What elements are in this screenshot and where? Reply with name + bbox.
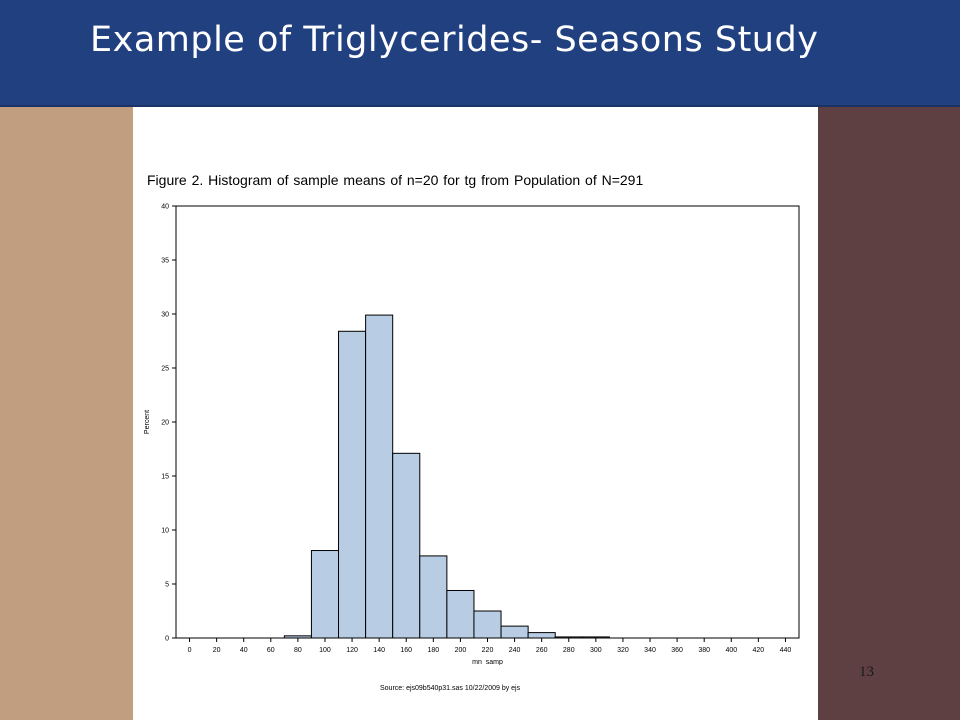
slide-title: Example of Triglycerides- Seasons Study: [90, 20, 819, 60]
plot-frame: [175, 205, 800, 639]
histogram-bar-140: [365, 314, 394, 639]
chart-title: Figure 2. Histogram of sample means of n…: [147, 172, 644, 188]
source-note: Source: ejs09b540p31.sas 10/22/2009 by e…: [380, 685, 521, 692]
histogram-bar-200: [446, 589, 475, 639]
histogram-bar-120: [338, 330, 367, 639]
x-tick-label-440: 440: [780, 647, 792, 654]
x-tick-label-160: 160: [400, 647, 412, 654]
x-tick-label-380: 380: [698, 647, 710, 654]
x-tick-label-20: 20: [213, 647, 221, 654]
histogram-bar-260: [527, 632, 556, 639]
x-tick-label-300: 300: [590, 647, 602, 654]
y-tick-label-35: 35: [161, 258, 169, 265]
x-tick-label-260: 260: [536, 647, 548, 654]
y-tick-label-10: 10: [161, 528, 169, 535]
y-axis-label: Percent: [144, 410, 151, 434]
x-tick-label-80: 80: [294, 647, 302, 654]
y-tick-label-20: 20: [161, 420, 169, 427]
y-axis: 0 5 10 15 20 25 30 35 40: [161, 204, 176, 643]
histogram-bar-160: [392, 452, 421, 639]
x-tick-label-200: 200: [455, 647, 467, 654]
x-tick-label-60: 60: [267, 647, 275, 654]
x-tick-label-180: 180: [427, 647, 439, 654]
y-tick-label-5: 5: [165, 582, 169, 589]
x-tick-label-140: 140: [373, 647, 385, 654]
x-tick-label-220: 220: [482, 647, 494, 654]
y-tick-label-40: 40: [161, 204, 169, 211]
x-tick-label-240: 240: [509, 647, 521, 654]
x-tick-label-400: 400: [725, 647, 737, 654]
x-tick-label-420: 420: [753, 647, 765, 654]
x-tick-label-120: 120: [346, 647, 358, 654]
x-tick-label-320: 320: [617, 647, 629, 654]
page-number: 13: [859, 664, 874, 680]
y-tick-label-30: 30: [161, 312, 169, 319]
x-tick-label-360: 360: [671, 647, 683, 654]
slide-header: Example of Triglycerides- Seasons Study: [0, 0, 960, 107]
x-tick-label-40: 40: [240, 647, 248, 654]
x-axis: 0 20 40 60 80 100 120 140 160 180 200 220 240 260 280 3…: [188, 638, 792, 654]
histogram-bar-180: [419, 555, 448, 639]
x-tick-label-0: 0: [188, 647, 192, 654]
x-tick-label-280: 280: [563, 647, 575, 654]
x-tick-label-100: 100: [319, 647, 331, 654]
right-decor-band: [818, 0, 960, 720]
y-tick-label-0: 0: [165, 636, 169, 643]
x-axis-label: mn_samp: [472, 659, 503, 665]
histogram-bars: [283, 314, 610, 639]
histogram-bar-100: [310, 550, 340, 639]
slide-content-panel: [133, 0, 818, 720]
y-tick-label-25: 25: [161, 366, 169, 373]
x-tick-label-340: 340: [644, 647, 656, 654]
y-tick-label-15: 15: [161, 474, 169, 481]
histogram-chart: 0 5 10 15 20 25 30 35 40 0 20 40 60 80 100 120 140 160 18…: [144, 204, 800, 665]
left-decor-band: [0, 0, 133, 720]
histogram-bar-240: [500, 625, 529, 639]
histogram-bar-220: [473, 610, 502, 639]
